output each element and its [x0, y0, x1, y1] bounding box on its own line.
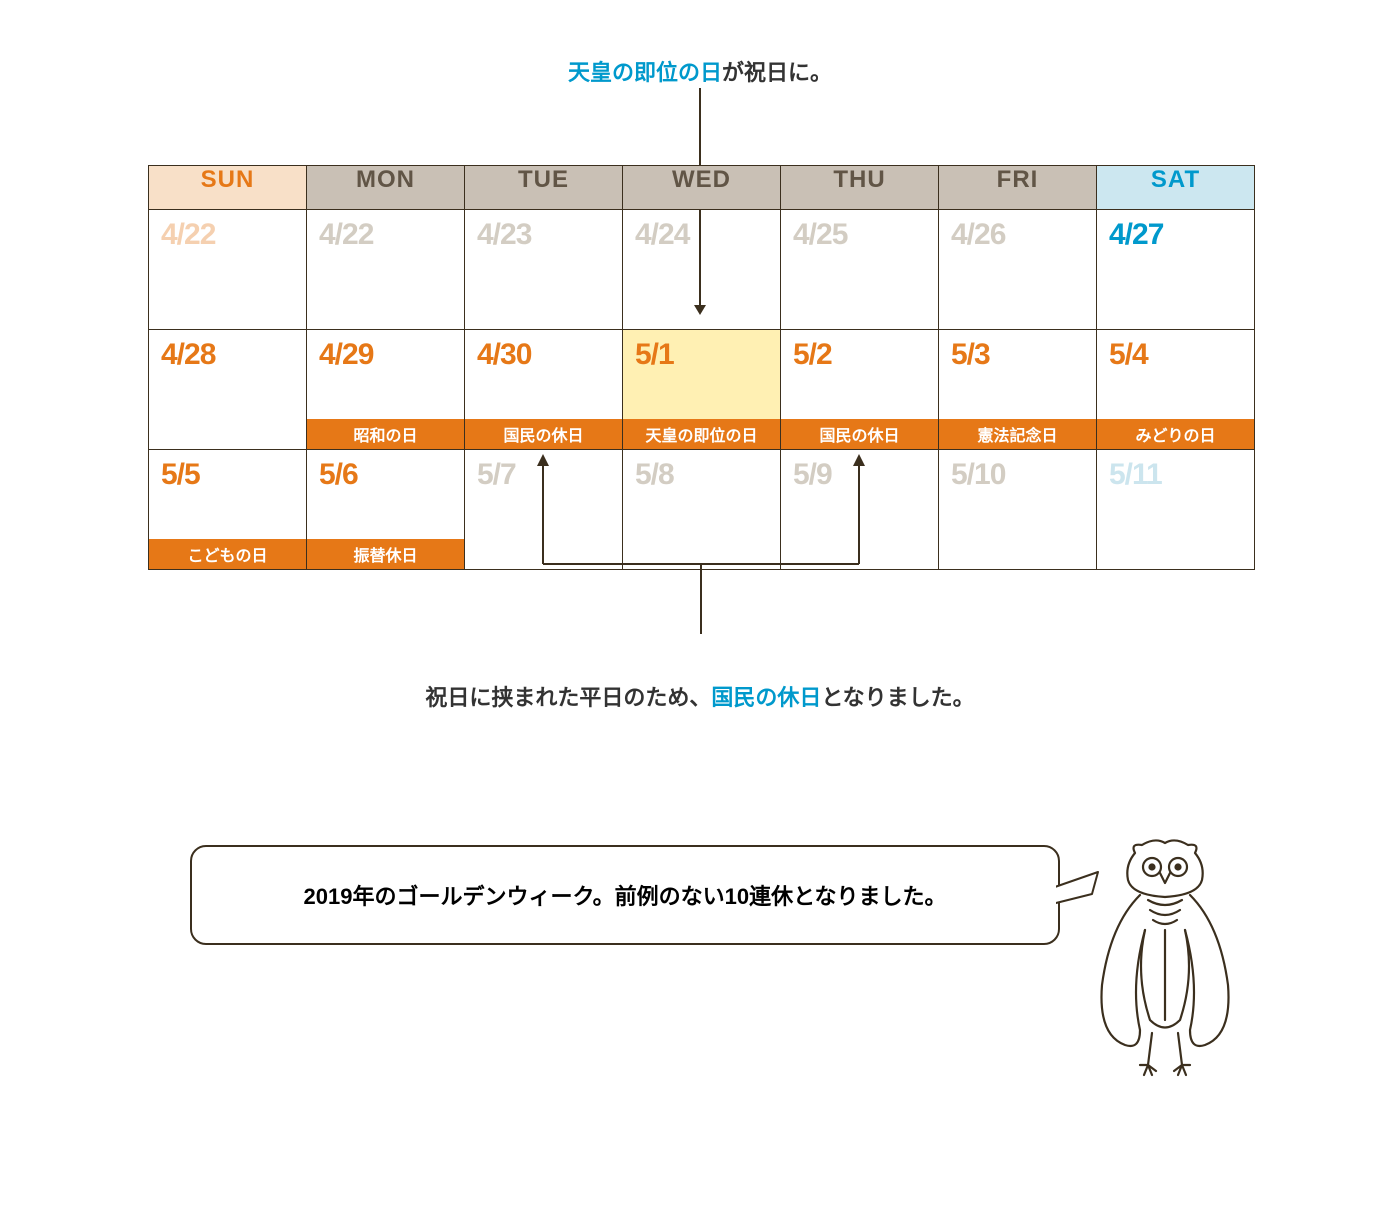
calendar-header-cell: TUE [465, 166, 623, 210]
owl-mascot-icon [1080, 835, 1250, 1085]
calendar-cell: 4/26 [939, 210, 1097, 330]
calendar-cell: 5/8 [623, 450, 781, 570]
date-text: 4/24 [623, 210, 780, 252]
date-text: 4/28 [149, 330, 306, 372]
calendar-header-cell: WED [623, 166, 781, 210]
calendar-cell: 4/30 国民の休日 [465, 330, 623, 450]
holiday-label: 国民の休日 [465, 419, 622, 449]
bottom-annotation-highlight: 国民の休日 [711, 685, 821, 710]
infographic-root: 天皇の即位の日が祝日に。 SUNMONTUEWEDTHUFRISAT 4/224… [0, 0, 1400, 1216]
date-text: 5/5 [149, 450, 306, 492]
date-text: 5/4 [1097, 330, 1254, 372]
calendar-row: 4/284/29昭和の日4/30国民の休日5/1天皇の即位の日5/2国民の休日5… [149, 330, 1255, 450]
calendar-row: 4/224/224/234/244/254/264/27 [149, 210, 1255, 330]
bottom-annotation-after: となりました。 [821, 685, 974, 710]
calendar-cell: 5/1 天皇の即位の日 [623, 330, 781, 450]
calendar-cell: 4/24 [623, 210, 781, 330]
calendar-cell: 5/7 [465, 450, 623, 570]
calendar-cell: 5/11 [1097, 450, 1255, 570]
calendar-cell: 4/23 [465, 210, 623, 330]
speech-bubble: 2019年のゴールデンウィーク。前例のない10連休となりました。 [190, 845, 1060, 945]
calendar-cell: 4/22 [149, 210, 307, 330]
date-text: 5/3 [939, 330, 1096, 372]
speech-text: 2019年のゴールデンウィーク。前例のない10連休となりました。 [304, 879, 947, 911]
calendar-header-cell: FRI [939, 166, 1097, 210]
calendar-header-cell: MON [307, 166, 465, 210]
speech-section: 2019年のゴールデンウィーク。前例のない10連休となりました。 [190, 825, 1210, 1085]
calendar-cell: 5/2 国民の休日 [781, 330, 939, 450]
top-annotation-highlight: 天皇の即位の日 [568, 60, 722, 85]
calendar-header-row: SUNMONTUEWEDTHUFRISAT [149, 166, 1255, 210]
calendar-cell: 5/10 [939, 450, 1097, 570]
date-text: 4/27 [1097, 210, 1254, 252]
calendar-header-cell: SUN [149, 166, 307, 210]
holiday-label: 憲法記念日 [939, 419, 1096, 449]
calendar-cell: 4/25 [781, 210, 939, 330]
calendar-cell: 5/4 みどりの日 [1097, 330, 1255, 450]
date-text: 5/2 [781, 330, 938, 372]
calendar-cell: 5/6 振替休日 [307, 450, 465, 570]
holiday-label: 振替休日 [307, 539, 464, 569]
calendar-cell: 4/22 [307, 210, 465, 330]
top-annotation-rest: が祝日に。 [722, 60, 832, 85]
date-text: 4/25 [781, 210, 938, 252]
date-text: 5/11 [1097, 450, 1254, 492]
calendar-cell: 5/3 憲法記念日 [939, 330, 1097, 450]
calendar-row: 5/5 こどもの日 5/6 振替休日 5/75/85/95/105/11 [149, 450, 1255, 570]
calendar-cell: 4/28 [149, 330, 307, 450]
date-text: 5/1 [623, 330, 780, 372]
holiday-label: 昭和の日 [307, 419, 464, 449]
calendar-cell: 4/29 昭和の日 [307, 330, 465, 450]
holiday-label: 天皇の即位の日 [623, 419, 780, 449]
date-text: 5/10 [939, 450, 1096, 492]
calendar-cell: 5/5 こどもの日 [149, 450, 307, 570]
bottom-annotation-before: 祝日に挟まれた平日のため、 [425, 685, 711, 710]
date-text: 5/7 [465, 450, 622, 492]
date-text: 5/8 [623, 450, 780, 492]
holiday-label: 国民の休日 [781, 419, 938, 449]
date-text: 4/23 [465, 210, 622, 252]
holiday-label: みどりの日 [1097, 419, 1254, 449]
calendar-cell: 4/27 [1097, 210, 1255, 330]
calendar-cell: 5/9 [781, 450, 939, 570]
date-text: 4/30 [465, 330, 622, 372]
date-text: 5/6 [307, 450, 464, 492]
date-text: 4/22 [149, 210, 306, 252]
date-text: 4/29 [307, 330, 464, 372]
calendar-header-cell: SAT [1097, 166, 1255, 210]
holiday-label: こどもの日 [149, 539, 306, 569]
top-annotation: 天皇の即位の日が祝日に。 [0, 55, 1400, 87]
calendar-table: SUNMONTUEWEDTHUFRISAT 4/224/224/234/244/… [148, 165, 1255, 570]
date-text: 4/26 [939, 210, 1096, 252]
date-text: 4/22 [307, 210, 464, 252]
date-text: 5/9 [781, 450, 938, 492]
bottom-annotation: 祝日に挟まれた平日のため、国民の休日となりました。 [0, 680, 1400, 712]
calendar-header-cell: THU [781, 166, 939, 210]
